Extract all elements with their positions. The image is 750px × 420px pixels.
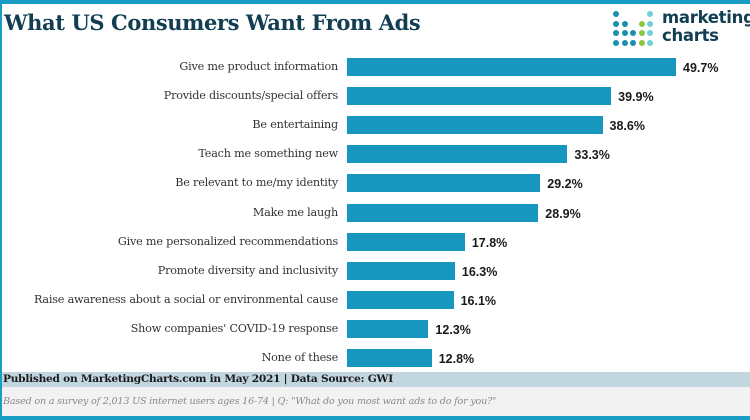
data-label: 29.2% (547, 177, 583, 192)
marketingcharts-logo: marketing charts (613, 9, 750, 49)
bar (347, 116, 603, 135)
bar (347, 58, 676, 76)
logo-dots-icon (613, 9, 657, 49)
published-source-line: Published on MarketingCharts.com in May … (2, 372, 750, 387)
logo-dot (647, 20, 653, 27)
chart-title: What US Consumers Want From Ads (4, 10, 421, 35)
bar (347, 174, 541, 193)
bar (347, 290, 454, 309)
data-label: 16.1% (460, 293, 497, 308)
data-label: 39.9% (618, 90, 654, 105)
bar (347, 203, 539, 222)
bar (347, 87, 612, 106)
data-label: 33.3% (574, 148, 610, 163)
logo-dot (647, 39, 653, 46)
category-label: Give me product information (179, 60, 338, 73)
logo-dot (638, 20, 645, 27)
logo-text-line1: marketing (662, 8, 750, 27)
category-label: Make me laugh (252, 205, 338, 219)
logo-dot (613, 11, 619, 17)
category-label: Show companies' COVID-19 response (130, 321, 339, 335)
data-label: 38.6% (609, 119, 645, 134)
logo-dot (638, 30, 645, 36)
logo-dot (630, 39, 636, 46)
category-label: Give me personalized recommendations (117, 234, 338, 248)
category-label: Provide discounts/special offers (163, 89, 338, 103)
logo-text-line2: charts (662, 26, 719, 45)
logo-dot (638, 39, 645, 46)
logo-dot (630, 30, 636, 36)
logo-dot (613, 20, 619, 27)
data-label: 17.8% (471, 235, 508, 250)
bar-chart: Give me product information 49.7% Provide … (33, 58, 719, 367)
data-label: 12.3% (435, 322, 471, 337)
category-label: Be relevant to me/my identity (175, 176, 338, 190)
bar (347, 232, 465, 251)
category-label: Promote diversity and inclusivity (157, 263, 338, 277)
category-label: None of these (261, 351, 339, 364)
logo-dot (613, 30, 619, 36)
logo-dot (613, 39, 619, 46)
data-label: 28.9% (545, 206, 581, 221)
category-label: Raise awareness about a social or enviro… (33, 292, 338, 306)
category-label: Teach me something new (198, 147, 338, 161)
logo-dot (647, 30, 653, 36)
data-label: 16.3% (461, 264, 498, 279)
logo-dot (621, 20, 628, 27)
logo-text: marketing charts (662, 9, 750, 45)
logo-dot (621, 30, 628, 36)
bar (347, 145, 568, 164)
bar (347, 349, 432, 367)
survey-notes: Based on a survey of 2,013 US internet u… (2, 387, 750, 416)
logo-dot (647, 11, 653, 17)
logo-dot (621, 39, 628, 46)
bar (347, 261, 455, 280)
data-label: 12.8% (438, 352, 475, 366)
category-label: Be entertaining (252, 118, 338, 132)
data-label: 49.7% (683, 61, 719, 75)
bar (347, 319, 429, 338)
